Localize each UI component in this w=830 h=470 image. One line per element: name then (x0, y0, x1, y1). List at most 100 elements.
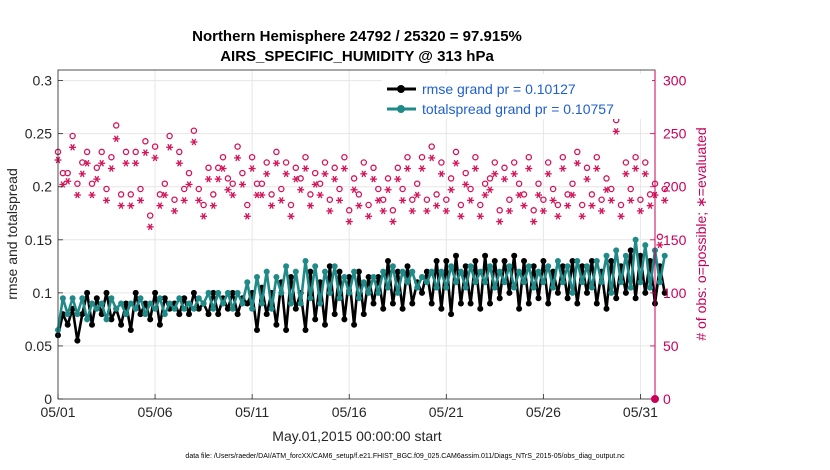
rmse-point (283, 327, 290, 333)
totalspread-point (64, 311, 71, 318)
totalspread-point (195, 295, 202, 302)
rmse-point (234, 311, 241, 318)
obs-evaluated-point (646, 202, 654, 210)
y-left-tick-label: 0.1 (33, 285, 53, 301)
obs-possible-point (360, 159, 368, 166)
obs-evaluated-point (93, 175, 101, 183)
totalspread-point (433, 284, 440, 291)
rmse-point (210, 289, 217, 296)
rmse-point (642, 289, 649, 296)
legend-marker-rmse (397, 85, 405, 93)
obs-evaluated-point (505, 207, 513, 215)
obs-evaluated-point (568, 191, 576, 199)
obs-possible-point (122, 148, 130, 156)
totalspread-point (312, 263, 319, 270)
obs-evaluated-point (389, 218, 397, 225)
y-right-tick-label: 250 (663, 126, 687, 142)
rmse-point (501, 258, 508, 264)
totalspread-point (482, 279, 489, 286)
rmse-point (137, 311, 144, 318)
totalspread-point (156, 295, 163, 302)
obs-possible-point (185, 169, 193, 177)
totalspread-point (258, 300, 265, 307)
obs-possible-point (69, 132, 76, 140)
rmse-point (554, 289, 561, 296)
totalspread-point (637, 279, 644, 286)
obs-evaluated-point (137, 196, 145, 204)
obs-possible-point (161, 180, 169, 187)
obs-evaluated-point (127, 202, 135, 210)
rmse-point (118, 321, 125, 328)
obs-possible-point (234, 143, 241, 150)
obs-evaluated-point (185, 181, 193, 188)
obs-evaluated-point (539, 207, 547, 215)
rmse-point (487, 300, 493, 307)
obs-possible-point (350, 175, 358, 182)
rmse-point (84, 289, 91, 296)
totalspread-point (550, 284, 557, 291)
obs-possible-point (331, 164, 338, 172)
totalspread-point (355, 295, 362, 302)
totalspread-point (346, 289, 353, 296)
obs-possible-point (112, 122, 120, 129)
obs-evaluated-point (175, 159, 183, 167)
obs-evaluated-point (316, 191, 324, 199)
obs-evaluated-point (573, 159, 581, 167)
obs-possible-point (481, 180, 489, 187)
rmse-point (608, 258, 615, 264)
obs-evaluated-point (229, 191, 237, 199)
rmse-point (215, 311, 222, 318)
obs-evaluated-point (598, 207, 606, 215)
obs-possible-point (656, 233, 664, 241)
totalspread-point (530, 284, 537, 291)
obs-evaluated-point (544, 170, 552, 178)
obs-evaluated-point (209, 202, 217, 210)
rmse-point (74, 337, 81, 344)
totalspread-point (409, 268, 416, 275)
x-axis-label: May.01,2015 00:00:00 start (272, 428, 442, 444)
obs-evaluated-point (612, 128, 620, 135)
rmse-point (176, 311, 183, 318)
obs-possible-point (195, 185, 203, 193)
totalspread-point (336, 295, 343, 302)
obs-evaluated-point (340, 165, 348, 172)
obs-evaluated-point (471, 165, 479, 172)
totalspread-point (593, 258, 600, 264)
totalspread-point (297, 300, 304, 307)
obs-evaluated-point (369, 175, 377, 183)
obs-possible-point (166, 132, 173, 140)
obs-possible-point (603, 175, 610, 182)
rmse-point (559, 263, 566, 270)
totalspread-point (132, 305, 139, 312)
rmse-point (491, 258, 498, 264)
totalspread-point (190, 305, 197, 312)
obs-evaluated-point (593, 165, 601, 172)
obs-possible-point (205, 164, 212, 172)
totalspread-point (283, 263, 290, 270)
obs-evaluated-point (365, 212, 373, 220)
obs-possible-point (486, 175, 494, 182)
rmse-point (535, 295, 542, 302)
obs-possible-point (108, 153, 115, 161)
legend-label-rmse: rmse grand pr = 0.10127 (422, 81, 576, 97)
totalspread-point (181, 305, 188, 312)
totalspread-point (103, 316, 110, 323)
obs-possible-point (491, 159, 499, 166)
totalspread-point (341, 274, 348, 280)
totalspread-point (322, 268, 328, 275)
totalspread-point (491, 284, 498, 291)
obs-possible-point (549, 185, 557, 193)
totalspread-point (443, 284, 450, 291)
obs-evaluated-point (272, 159, 280, 167)
obs-possible-point (316, 180, 324, 187)
obs-evaluated-point (195, 196, 203, 204)
legend-label-totalspread: totalspread grand pr = 0.10757 (422, 101, 614, 117)
obs-evaluated-point (413, 191, 421, 199)
y-right-tick-label: 50 (663, 338, 679, 354)
rmse-point (511, 252, 518, 259)
rmse-point (288, 274, 294, 280)
obs-possible-point (365, 201, 372, 209)
obs-evaluated-point (559, 165, 567, 172)
totalspread-point (317, 300, 324, 307)
totalspread-point (574, 258, 581, 264)
